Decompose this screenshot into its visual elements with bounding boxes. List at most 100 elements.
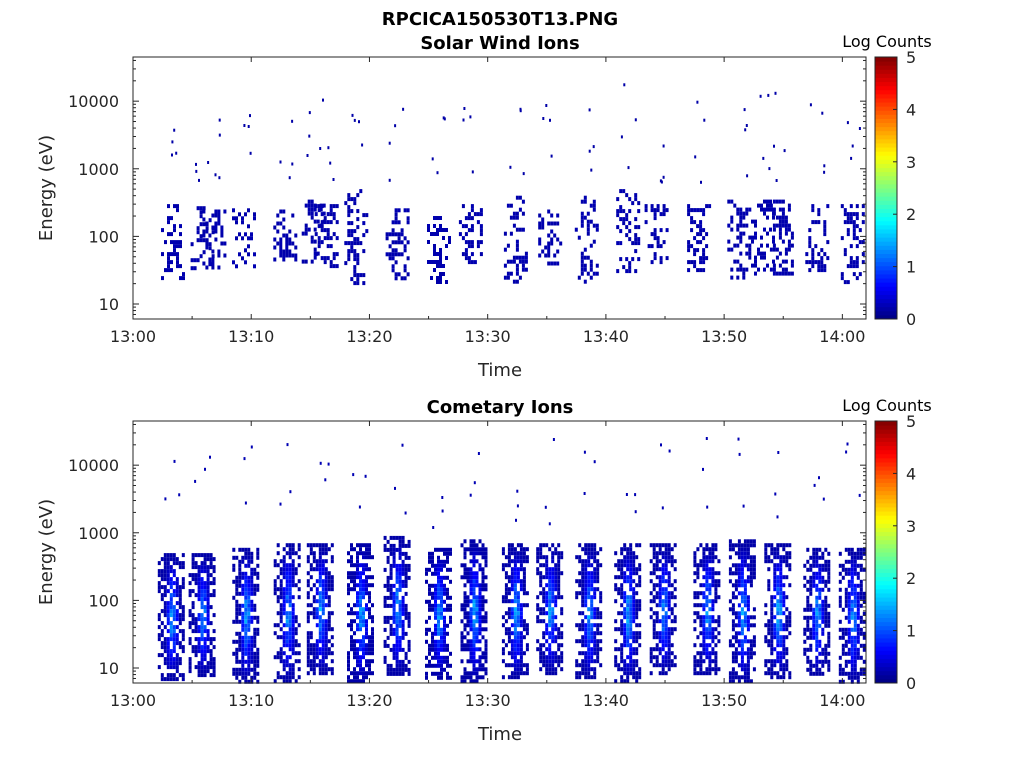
spectrogram-cell (285, 631, 289, 636)
spectrogram-cell (324, 647, 328, 652)
spectrogram-cell (359, 607, 362, 612)
spectrogram-cell (350, 643, 353, 648)
spectrogram-cell (276, 229, 280, 234)
spectrogram-cell (484, 611, 488, 616)
spectrogram-cell (664, 635, 668, 640)
spectrogram-cell (749, 655, 753, 660)
spectrogram-cell (587, 551, 591, 556)
spectrogram-cell (717, 559, 721, 564)
spectrogram-cell (166, 641, 170, 646)
spectrogram-cell (702, 212, 706, 217)
spectrogram-cell (522, 571, 526, 576)
spectrogram-cell (509, 259, 513, 264)
spectrogram-cell (785, 543, 789, 548)
spectrogram-cell (670, 643, 674, 648)
spectrogram-cell (853, 599, 857, 604)
spectrogram-cell (398, 571, 402, 576)
spectrogram-cell (443, 639, 446, 644)
spectrogram-cell (291, 595, 295, 600)
spectrogram-cell (583, 247, 587, 252)
spectrogram-cell (440, 639, 443, 644)
spectrogram-cell (439, 224, 442, 228)
spectrogram-cell (767, 567, 771, 572)
spectrogram-cell (250, 635, 254, 640)
spectrogram-cell (394, 124, 397, 128)
spectrogram-cell (772, 211, 776, 216)
spectrogram-cell (554, 671, 558, 676)
spectrogram-cell (322, 203, 326, 208)
spectrogram-cell (209, 565, 213, 570)
spectrogram-cell (244, 611, 248, 616)
spectrogram-cell (436, 216, 439, 220)
spectrogram-cell (166, 677, 170, 682)
spectrogram-cell (536, 607, 540, 612)
spectrogram-cell (752, 575, 756, 580)
spectrogram-cell (279, 209, 283, 214)
spectrogram-cell (590, 611, 594, 616)
spectrogram-cell (617, 587, 621, 592)
spectrogram-cell (667, 559, 671, 564)
spectrogram-cell (764, 659, 768, 664)
spectrogram-cell (217, 221, 221, 226)
spectrogram-cell (770, 631, 774, 636)
spectrogram-cell (708, 631, 712, 636)
spectrogram-cell (306, 543, 310, 548)
spectrogram-cell (350, 555, 353, 560)
spectrogram-cell (812, 575, 816, 580)
spectrogram-cell (847, 639, 851, 644)
spectrogram-cell (743, 583, 747, 588)
spectrogram-cell (504, 555, 508, 560)
spectrogram-cell (629, 583, 633, 588)
spectrogram-cell (235, 671, 239, 676)
spectrogram-cell (200, 553, 204, 558)
x-tick-label: 14:00 (819, 327, 865, 346)
spectrogram-cell (773, 631, 777, 636)
spectrogram-cell (218, 118, 221, 122)
spectrogram-cell (365, 675, 368, 680)
spectrogram-cell (466, 631, 470, 636)
spectrogram-cell (398, 599, 402, 604)
spectrogram-cell (545, 611, 549, 616)
spectrogram-cell (232, 567, 236, 572)
spectrogram-cell (547, 253, 551, 258)
spectrogram-cell (250, 643, 254, 648)
spectrogram-cell (197, 577, 201, 582)
spectrogram-cell (398, 543, 402, 548)
spectrogram-cell (425, 639, 428, 644)
spectrogram-cell (309, 587, 313, 592)
spectrogram-cell (297, 563, 301, 568)
spectrogram-cell (539, 543, 543, 548)
spectrogram-cell (463, 615, 467, 620)
spectrogram-cell (394, 232, 398, 237)
spectrogram-cell (855, 204, 859, 209)
spectrogram-cell (740, 655, 744, 660)
spectrogram-cell (774, 492, 777, 496)
spectrogram-cell (398, 567, 402, 572)
spectrogram-cell (362, 221, 366, 226)
spectrogram-cell (178, 673, 182, 678)
spectrogram-cell (545, 639, 549, 644)
spectrogram-cell (288, 567, 292, 572)
spectrogram-cell (858, 493, 861, 497)
spectrogram-cell (806, 607, 810, 612)
spectrogram-cell (542, 599, 546, 604)
spectrogram-cell (306, 631, 310, 636)
spectrogram-cell (288, 671, 292, 676)
spectrogram-cell (356, 559, 359, 564)
spectrogram-cell (235, 607, 239, 612)
spectrogram-cell (481, 675, 485, 680)
spectrogram-cell (389, 631, 393, 636)
spectrogram-cell (749, 623, 753, 628)
spectrogram-cell (431, 595, 434, 600)
spectrogram-cell (542, 587, 546, 592)
spectrogram-cell (475, 647, 479, 652)
spectrogram-cell (347, 667, 350, 672)
spectrogram-cell (395, 647, 399, 652)
spectrogram-cell (170, 240, 173, 245)
spectrogram-cell (516, 504, 519, 508)
cometary-xlabel: Time (477, 724, 522, 745)
spectrogram-cell (519, 623, 523, 628)
spectrogram-cell (172, 557, 176, 562)
spectrogram-cell (522, 591, 526, 596)
spectrogram-cell (250, 551, 254, 556)
